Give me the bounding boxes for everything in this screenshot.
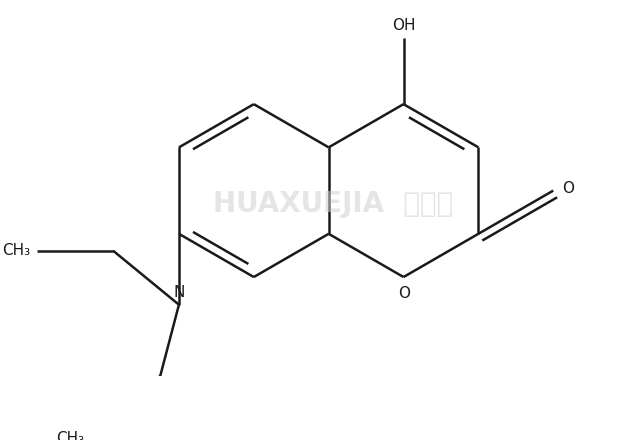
Text: CH₃: CH₃ [2,243,30,258]
Text: OH: OH [392,18,415,33]
Text: O: O [398,286,410,301]
Text: HUAXUEJIA  化学加: HUAXUEJIA 化学加 [213,190,453,217]
Text: O: O [562,181,574,196]
Text: N: N [173,285,184,300]
Text: CH₃: CH₃ [56,431,84,440]
